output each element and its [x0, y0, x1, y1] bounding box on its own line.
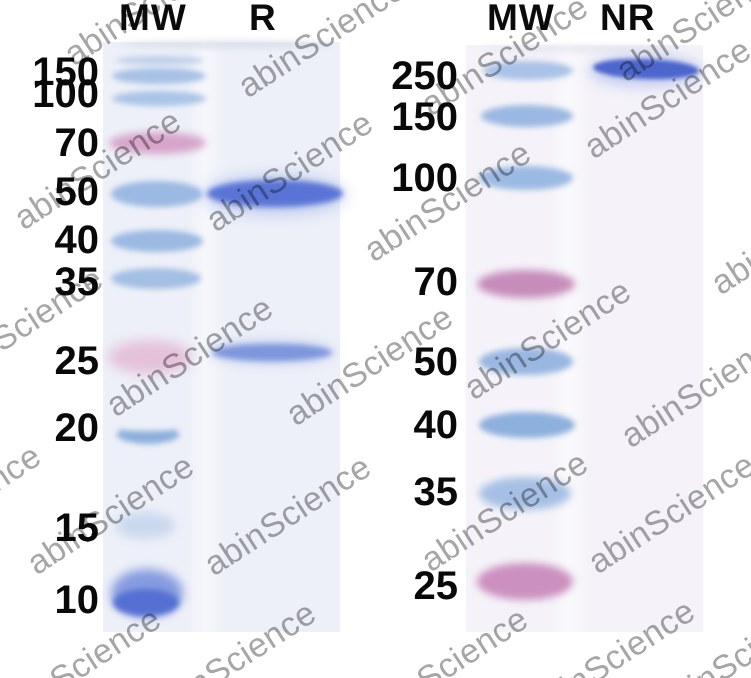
ladder-band-35: [479, 477, 571, 510]
ladder-band-100: [479, 166, 573, 190]
watermark-text: abinScience: [704, 166, 751, 303]
gel-area-reduced: [103, 42, 340, 632]
ladder-band-well-top: [480, 45, 680, 53]
ladder-band-50: [111, 181, 203, 207]
marker-label-100: 100: [391, 156, 458, 200]
ladder-band-20: [112, 414, 184, 444]
marker-label-40: 40: [413, 403, 459, 447]
ladder-band-40: [479, 412, 575, 438]
marker-label-35: 35: [54, 260, 100, 304]
marker-label-10: 10: [54, 578, 100, 622]
marker-label-70: 70: [54, 121, 100, 165]
marker-label-70: 70: [413, 260, 459, 304]
sample-band-r-band-25kda: [212, 344, 332, 361]
ladder-band-130-unlabeled: [112, 68, 206, 84]
marker-label-20: 20: [54, 406, 100, 450]
ladder-band-70: [477, 270, 575, 298]
marker-label-100: 100: [32, 72, 99, 116]
lane-header-mw: MW: [119, 0, 187, 38]
ladder-band-50: [479, 348, 573, 375]
lane-header-r: R: [249, 0, 277, 38]
ladder-band-150: [116, 56, 204, 65]
lane-header-nr: NR: [600, 0, 656, 38]
ladder-band-15: [115, 512, 175, 539]
marker-label-250: 250: [391, 54, 458, 98]
marker-label-50: 50: [413, 340, 459, 384]
ladder-band-10-core: [113, 589, 179, 616]
ladder-band-150: [481, 105, 573, 127]
ladder-band-250: [483, 61, 573, 80]
ladder-band-25: [108, 340, 192, 374]
ladder-band-well-top: [120, 40, 335, 49]
marker-label-150: 150: [32, 50, 99, 94]
ladder-band-35: [111, 268, 201, 289]
ladder-band-100: [112, 91, 206, 106]
ladder-band-25: [477, 563, 573, 600]
ladder-band-70: [109, 132, 206, 154]
marker-label-15: 15: [54, 506, 100, 550]
marker-label-35: 35: [413, 470, 459, 514]
marker-label-25: 25: [413, 564, 459, 608]
gel-area-non-reduced: [466, 45, 703, 632]
marker-label-40: 40: [54, 218, 100, 262]
marker-label-50: 50: [54, 170, 100, 214]
sample-band-r-band-48kda: [207, 180, 343, 207]
watermark-text: abinScience: [0, 436, 49, 573]
marker-label-25: 25: [54, 339, 100, 383]
lane-header-mw: MW: [487, 0, 555, 38]
ladder-band-40: [111, 230, 203, 252]
marker-label-150: 150: [391, 95, 458, 139]
